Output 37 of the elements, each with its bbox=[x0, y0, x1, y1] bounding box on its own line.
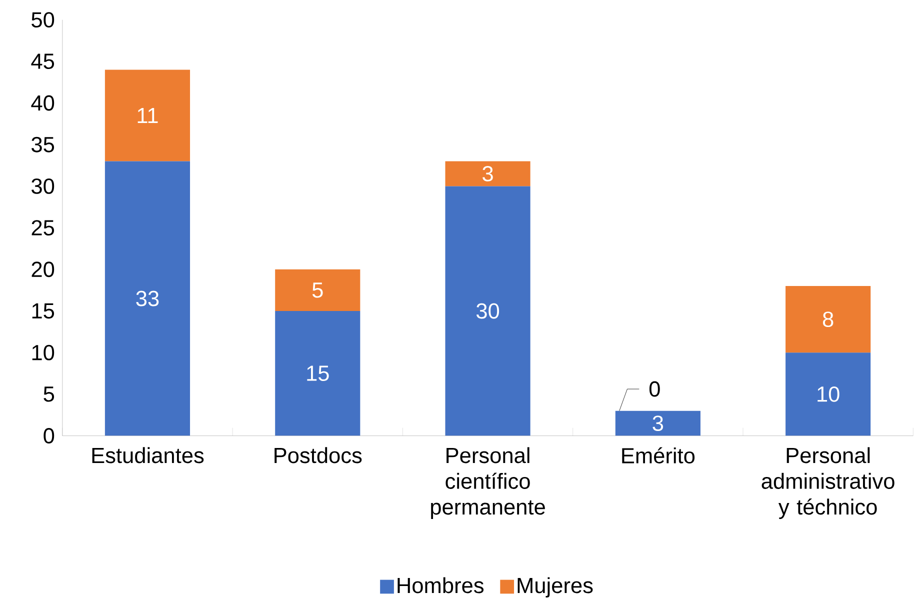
data-label: 8 bbox=[822, 311, 834, 327]
data-label: 11 bbox=[138, 108, 158, 123]
bar bbox=[786, 286, 871, 352]
data-label: 33 bbox=[136, 290, 159, 306]
data-label: 10 bbox=[818, 386, 840, 402]
y-tick-label: 35 bbox=[32, 136, 54, 152]
y-tick-label: 10 bbox=[32, 344, 54, 360]
data-label: 3 bbox=[482, 166, 493, 182]
y-tick-label: 5 bbox=[44, 386, 54, 402]
bar bbox=[104, 70, 190, 162]
data-label: 0 bbox=[649, 381, 660, 397]
y-tick-label: 30 bbox=[32, 178, 54, 194]
bar bbox=[275, 269, 360, 311]
data-label: 3 bbox=[652, 415, 664, 431]
x-tick-label: Postdocs bbox=[274, 447, 362, 464]
data-label: 15 bbox=[307, 366, 329, 381]
y-tick-label: 15 bbox=[32, 303, 54, 318]
y-tick-label: 40 bbox=[31, 95, 54, 111]
data-label: 30 bbox=[476, 303, 500, 319]
bar bbox=[786, 352, 871, 436]
x-tick-label: Estudiantes bbox=[92, 447, 204, 464]
bar bbox=[445, 161, 530, 186]
bar bbox=[615, 410, 700, 436]
y-tick-label: 50 bbox=[32, 12, 54, 28]
y-tick-label: 45 bbox=[31, 54, 54, 69]
bar bbox=[104, 161, 190, 436]
x-tick-label: Emérito bbox=[622, 447, 695, 464]
x-tick-label: Personal administrativo y téchnico bbox=[762, 447, 894, 519]
legend-label: Hombres bbox=[398, 577, 484, 594]
x-tick-label: Personal científico permanente bbox=[431, 447, 545, 519]
y-tick-label: 0 bbox=[44, 428, 54, 444]
y-tick-label: 25 bbox=[32, 220, 54, 236]
y-tick-label: 20 bbox=[32, 262, 54, 277]
data-label: 5 bbox=[312, 282, 323, 298]
bar bbox=[275, 310, 360, 436]
legend-label: Mujeres bbox=[518, 577, 593, 598]
bar bbox=[445, 186, 530, 436]
